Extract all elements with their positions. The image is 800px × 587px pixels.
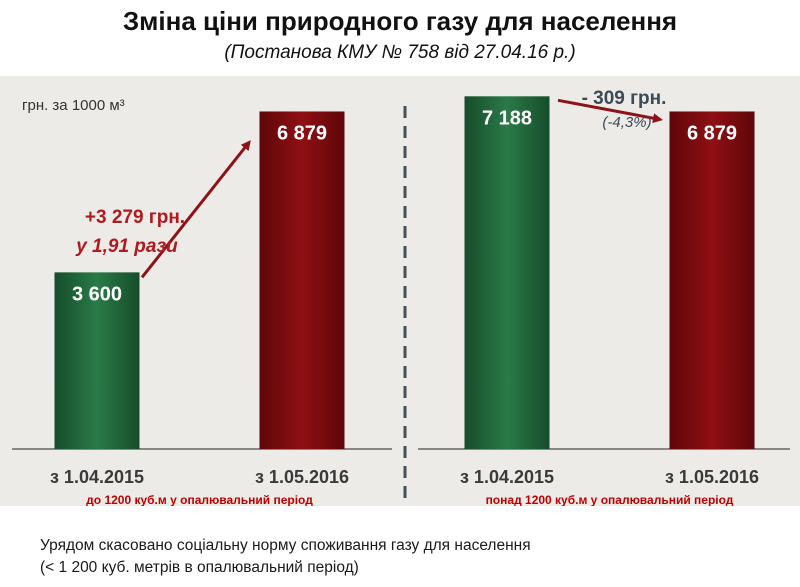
group-label: понад 1200 куб.м у опалювальний період <box>486 493 734 506</box>
group-label: до 1200 куб.м у опалювальний період <box>86 493 313 506</box>
bar-2-1 <box>464 96 550 449</box>
decrease-amount: - 309 грн. <box>582 88 667 109</box>
decrease-percent: (-4,3%) <box>602 114 651 131</box>
chart-title: Зміна ціни природного газу для населення <box>122 6 678 36</box>
bar-value-label: 3 600 <box>72 283 122 305</box>
category-label: з 1.04.2015 <box>460 467 554 487</box>
unit-label: грн. за 1000 м³ <box>22 97 125 114</box>
increase-ratio: у 1,91 рази <box>75 236 178 257</box>
increase-arrow <box>140 140 251 279</box>
bar-chart: грн. за 1000 м³ 3 600 з 1.04.2015 6 879 з 1… <box>12 88 790 506</box>
bar-2-2 <box>669 111 755 449</box>
bar-value-label: 6 879 <box>687 122 737 144</box>
decrease-arrow <box>557 98 663 124</box>
category-label: з 1.04.2015 <box>50 467 144 487</box>
bar-1-1 <box>54 272 140 449</box>
footer-note: Урядом скасовано соціальну норму спожива… <box>40 535 531 579</box>
category-label: з 1.05.2016 <box>255 467 349 487</box>
bar-value-label: 6 879 <box>277 122 327 144</box>
footer-line-2: (< 1 200 куб. метрів в опалювальний пері… <box>40 559 359 576</box>
footer-line-1: Урядом скасовано соціальну норму спожива… <box>40 537 531 554</box>
chart-subtitle: (Постанова КМУ № 758 від 27.04.16 р.) <box>224 42 576 63</box>
bar-value-label: 7 188 <box>482 107 532 129</box>
increase-amount: +3 279 грн. <box>85 207 185 228</box>
category-label: з 1.05.2016 <box>665 467 759 487</box>
bar-1-2 <box>259 111 345 449</box>
